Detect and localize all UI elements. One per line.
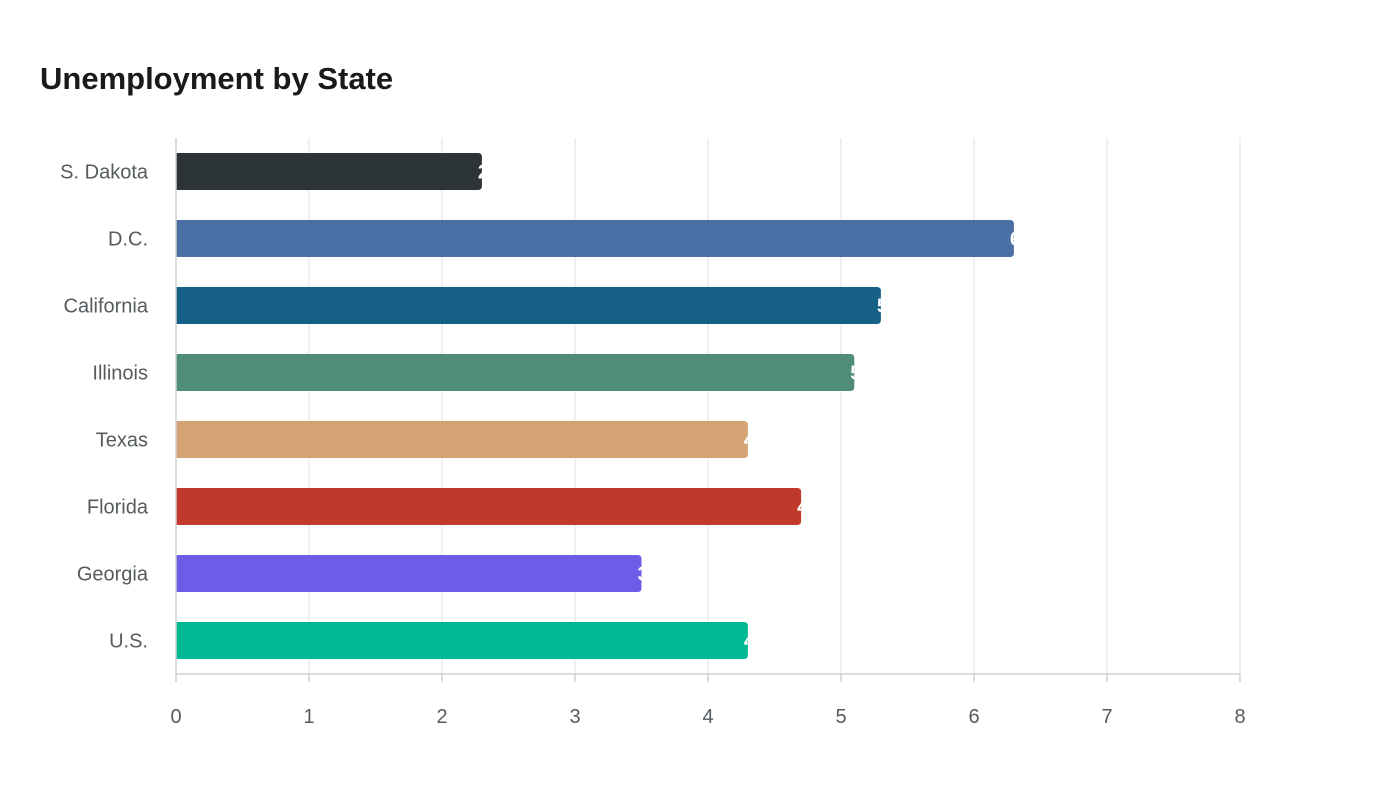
- y-category-label: U.S.: [109, 631, 148, 653]
- y-category-label: Florida: [87, 497, 149, 519]
- x-tick-label: 3: [569, 706, 580, 728]
- x-tick-label: 7: [1101, 706, 1112, 728]
- y-category-label: California: [64, 296, 149, 318]
- x-tick-label: 4: [702, 706, 713, 728]
- x-tick-label: 5: [835, 706, 846, 728]
- x-tick-label: 6: [968, 706, 979, 728]
- bar-value-label: 4.7: [797, 497, 825, 519]
- bars: [176, 153, 1014, 659]
- axes: [175, 138, 1241, 682]
- bar: [176, 555, 642, 592]
- bar: [176, 287, 881, 324]
- bar-value-label: 3.5: [638, 564, 666, 586]
- grid-lines: [308, 138, 1241, 674]
- bar-value-label: 5.1: [850, 363, 878, 385]
- bar-value-label: 4.3: [744, 430, 772, 452]
- bar-value-label: 2.3: [478, 162, 506, 184]
- x-tick-label: 1: [303, 706, 314, 728]
- bar: [176, 421, 748, 458]
- x-tick-label: 2: [436, 706, 447, 728]
- y-category-label: D.C.: [108, 229, 148, 251]
- bar: [176, 488, 802, 525]
- y-category-label: Illinois: [92, 363, 148, 385]
- bar-value-label: 4.3: [744, 631, 772, 653]
- x-tick-label: 8: [1234, 706, 1245, 728]
- bar: [176, 220, 1014, 257]
- chart-title: Unemployment by State: [40, 61, 394, 96]
- bar-value-label: 5.3: [877, 296, 905, 318]
- bar: [176, 354, 855, 391]
- x-tick-label: 0: [170, 706, 181, 728]
- bar: [176, 622, 748, 659]
- bar-value-label: 6.3: [1010, 229, 1038, 251]
- y-category-label: Texas: [96, 430, 148, 452]
- bar: [176, 153, 482, 190]
- y-category-label: S. Dakota: [60, 162, 149, 184]
- y-category-label: Georgia: [77, 564, 149, 586]
